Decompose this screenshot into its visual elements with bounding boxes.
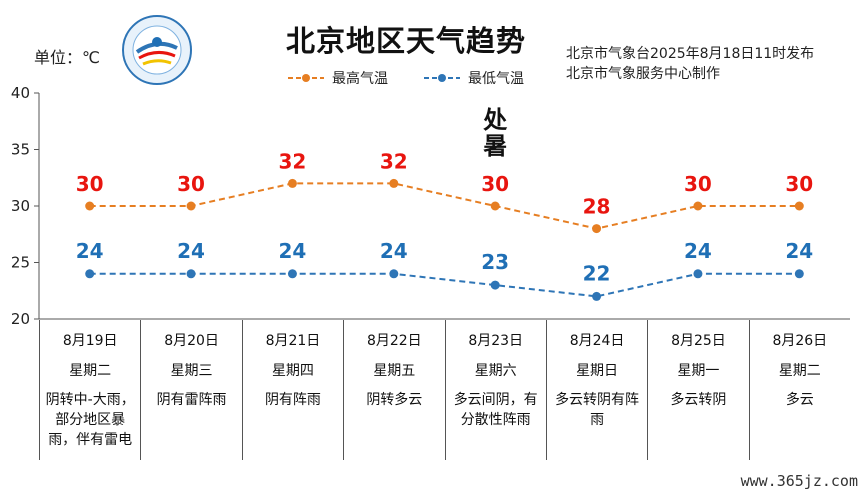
- data-label-low: 24: [177, 239, 205, 263]
- forecast-weekday: 星期三: [170, 363, 213, 379]
- y-tick-label: 20: [11, 310, 30, 328]
- forecast-column: 8月26日星期二多云: [748, 320, 850, 460]
- data-label-high: 30: [684, 172, 712, 196]
- legend-item-low: 最低气温: [422, 68, 524, 88]
- forecast-date: 8月20日: [164, 333, 219, 349]
- forecast-date: 8月23日: [468, 333, 524, 349]
- forecast-weather: 阴转多云: [366, 392, 423, 408]
- issuer-line-2: 北京市气象服务中心制作: [566, 66, 720, 82]
- data-label-high: 32: [279, 149, 307, 173]
- forecast-table: 8月19日 星期二 阴转中-大雨，部分地区暴雨，伴有雷电 8月20日 星期三 阴有雷阵雨 8…: [39, 320, 850, 460]
- watermark: www.365jz.com: [740, 472, 858, 490]
- solar-term-annotation: 处暑: [482, 105, 507, 160]
- data-point-high: [490, 201, 500, 211]
- forecast-weekday: 星期一: [677, 363, 720, 379]
- data-point-low: [287, 269, 297, 279]
- forecast-column: 8月21日星期四阴有阵雨: [241, 320, 343, 460]
- data-point-high: [85, 201, 95, 211]
- data-point-high: [592, 224, 602, 234]
- data-label-low: 24: [785, 239, 813, 263]
- issuer-info: 北京市气象台2025年8月18日11时发布 北京市气象服务中心制作: [566, 44, 814, 84]
- data-point-low: [490, 280, 500, 290]
- forecast-column: 8月24日星期日多云转阴有阵雨: [545, 320, 647, 460]
- meteorological-logo: [122, 15, 192, 85]
- series-line-high: [89, 182, 800, 230]
- forecast-date: 8月22日: [366, 333, 422, 349]
- data-label-high: 30: [481, 172, 509, 196]
- data-label-high: 30: [785, 172, 813, 196]
- forecast-date: 8月21日: [265, 333, 321, 349]
- y-tick-label: 40: [11, 84, 30, 102]
- data-label-low: 24: [684, 239, 712, 263]
- forecast-date: 8月26日: [772, 333, 828, 349]
- forecast-column: 8月20日星期三阴有雷阵雨: [140, 320, 241, 460]
- data-point-high: [794, 201, 804, 211]
- data-point-low: [389, 269, 399, 279]
- data-point-high: [389, 178, 399, 188]
- forecast-weekday: 星期二: [69, 363, 112, 379]
- data-point-low: [592, 291, 602, 301]
- forecast-weather: 多云: [785, 392, 814, 408]
- solar-term-char: 处: [482, 105, 507, 134]
- data-point-low: [693, 269, 703, 279]
- y-tick-label: 35: [11, 141, 30, 159]
- forecast-weekday: 星期二: [778, 363, 821, 379]
- data-label-low: 22: [583, 261, 611, 285]
- data-label-low: 24: [279, 239, 307, 263]
- data-label-low: 23: [481, 250, 509, 274]
- forecast-date: 8月24日: [569, 333, 625, 349]
- data-point-low: [186, 269, 196, 279]
- forecast-column: 8月25日星期一多云转阴: [647, 320, 748, 460]
- data-label-high: 30: [76, 172, 104, 196]
- data-point-high: [186, 201, 196, 211]
- forecast-weather: 阴有雷阵雨: [156, 392, 227, 408]
- data-point-low: [794, 269, 804, 279]
- data-point-high: [693, 201, 703, 211]
- legend-label-low: 最低气温: [468, 71, 524, 87]
- forecast-weekday: 星期日: [576, 363, 619, 379]
- data-label-low: 24: [76, 239, 104, 263]
- unit-label: 单位：℃: [34, 48, 100, 67]
- forecast-weekday: 星期四: [271, 363, 314, 379]
- data-point-low: [85, 269, 95, 279]
- forecast-date: 8月25日: [671, 333, 726, 349]
- legend-marker-high: [288, 74, 324, 82]
- solar-term-char: 暑: [483, 131, 507, 160]
- data-label-high: 32: [380, 149, 408, 173]
- forecast-weather: 阴转中-大雨，部分地区暴雨，伴有雷电: [45, 392, 135, 448]
- data-point-high: [287, 178, 297, 188]
- forecast-date: 8月19日: [62, 333, 118, 349]
- y-tick-label: 25: [11, 254, 30, 272]
- forecast-column: 8月19日星期二阴转中-大雨，部分地区暴雨，伴有雷电: [39, 320, 140, 460]
- forecast-weather: 多云转阴: [670, 392, 727, 408]
- page-title: 北京地区天气趋势: [285, 24, 526, 58]
- y-tick-label: 30: [11, 197, 30, 215]
- data-label-high: 28: [583, 195, 611, 219]
- legend-item-high: 最高气温: [286, 68, 388, 88]
- legend-label-high: 最高气温: [332, 71, 388, 87]
- forecast-weekday: 星期六: [474, 363, 517, 379]
- series-line-low: [89, 272, 800, 298]
- legend-marker-low: [424, 74, 460, 82]
- forecast-weather: 阴有阵雨: [264, 392, 321, 408]
- forecast-weather: 多云转阴有阵雨: [555, 392, 640, 428]
- data-label-high: 30: [177, 172, 205, 196]
- forecast-weather: 多云间阴，有分散性阵雨: [453, 392, 538, 428]
- issuer-line-1: 北京市气象台2025年8月18日11时发布: [566, 46, 815, 62]
- forecast-column: 8月22日星期五阴转多云: [343, 320, 444, 460]
- forecast-column: 8月23日星期六多云间阴，有分散性阵雨: [444, 320, 546, 460]
- data-label-low: 24: [380, 239, 408, 263]
- forecast-weekday: 星期五: [373, 363, 416, 379]
